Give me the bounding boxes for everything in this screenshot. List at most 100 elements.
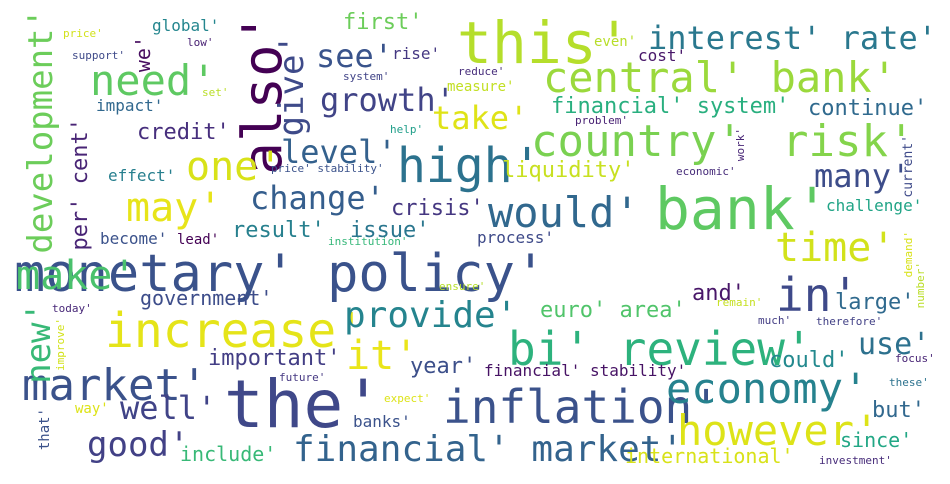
word-measure: measure' bbox=[447, 79, 515, 95]
word-good: good' bbox=[87, 425, 190, 465]
word-current: current' bbox=[901, 135, 916, 198]
word-important: important' bbox=[208, 346, 341, 371]
word-number: number' bbox=[914, 262, 927, 309]
word-economic: economic' bbox=[676, 165, 736, 178]
word-level: level' bbox=[281, 133, 397, 171]
word-crisis: crisis' bbox=[391, 196, 484, 221]
word-interest-rate: interest' rate' bbox=[648, 19, 937, 57]
word-banks: banks' bbox=[353, 412, 411, 431]
word-help: help' bbox=[390, 123, 424, 136]
word-but: but' bbox=[872, 398, 925, 423]
word-may: may' bbox=[126, 185, 223, 231]
word-country: country' bbox=[531, 116, 743, 167]
word-future: future' bbox=[279, 371, 326, 384]
word-per-cent: per' cent' bbox=[68, 118, 93, 251]
word-new: new' bbox=[19, 302, 59, 384]
word-however: however' bbox=[677, 406, 880, 455]
word-challenge: challenge' bbox=[826, 196, 923, 215]
word-financial-stability: financial' stability' bbox=[484, 361, 687, 380]
word-development: development' bbox=[21, 8, 61, 254]
word-central-bank: central' bank' bbox=[543, 53, 898, 102]
word-give: give' bbox=[272, 34, 312, 137]
word-financial-system: financial' system' bbox=[551, 94, 790, 119]
word-remain: remain' bbox=[716, 296, 763, 309]
word-reduce: reduce' bbox=[458, 65, 505, 78]
word-large: large' bbox=[835, 290, 915, 315]
word-use: use' bbox=[858, 327, 931, 362]
word-change: change' bbox=[250, 179, 385, 217]
word-expect: expect' bbox=[384, 392, 431, 405]
word-need: need' bbox=[90, 56, 217, 105]
word-well: well' bbox=[120, 389, 217, 427]
word-it: it' bbox=[346, 333, 419, 379]
word-set: set' bbox=[202, 86, 229, 99]
word-risk: risk' bbox=[782, 116, 915, 167]
word-issue: issue' bbox=[350, 218, 430, 243]
word-institution: institution' bbox=[328, 235, 408, 248]
word-low: low' bbox=[187, 36, 214, 49]
word-the: the' bbox=[224, 366, 383, 443]
word-today: today' bbox=[52, 302, 92, 315]
word-effect: effect' bbox=[108, 166, 176, 185]
word-first: first' bbox=[343, 10, 423, 35]
word-global: global' bbox=[152, 16, 220, 35]
word-international: international' bbox=[625, 444, 794, 468]
word-growth: growth' bbox=[320, 81, 455, 119]
word-price-stability: price' stability' bbox=[271, 162, 384, 175]
word-that: that' bbox=[37, 408, 53, 451]
word-provide: provide' bbox=[344, 295, 518, 336]
word-one: one' bbox=[186, 144, 283, 190]
word-many: many' bbox=[814, 157, 911, 195]
word-rise: rise' bbox=[392, 44, 441, 63]
word-become: become' bbox=[100, 229, 168, 248]
word-therefore: therefore' bbox=[816, 315, 883, 328]
word-make: make' bbox=[16, 253, 137, 299]
word-could: could' bbox=[769, 348, 849, 373]
word-in: in' bbox=[776, 268, 860, 322]
word-take: take' bbox=[432, 99, 529, 137]
word-market: market' bbox=[22, 360, 208, 411]
word-demand: demand' bbox=[902, 231, 915, 278]
word-support: support' bbox=[72, 49, 125, 62]
word-inflation: inflation' bbox=[443, 380, 720, 434]
word-cost: cost' bbox=[638, 46, 687, 65]
word-problem: problem' bbox=[575, 114, 628, 127]
word-system: system' bbox=[343, 70, 390, 83]
word-focus: focus' bbox=[895, 352, 935, 365]
word-continue: continue' bbox=[808, 96, 928, 121]
word-impact: impact' bbox=[96, 96, 164, 115]
word-would: would' bbox=[488, 188, 640, 237]
word-price: price' bbox=[63, 27, 103, 40]
word-euro-area: euro' area' bbox=[540, 298, 686, 323]
word-way: way' bbox=[75, 401, 109, 417]
word-increase: increase' bbox=[105, 303, 366, 359]
word-since: since' bbox=[840, 428, 913, 452]
word-monetary-policy: monetary' policy' bbox=[14, 244, 547, 304]
word-credit: credit' bbox=[137, 120, 230, 145]
word-work: work' bbox=[734, 128, 747, 162]
word-investment: investment' bbox=[819, 454, 892, 467]
word-process: process' bbox=[477, 228, 555, 247]
word-include: include' bbox=[180, 442, 277, 466]
word-lead: lead' bbox=[177, 232, 220, 248]
word-improve: improve' bbox=[54, 318, 67, 371]
word-government: government' bbox=[140, 286, 273, 310]
word-this: this' bbox=[457, 9, 632, 77]
word-and: and' bbox=[692, 281, 745, 306]
word-these: these' bbox=[889, 376, 929, 389]
word-bi-review: bi' review' bbox=[508, 322, 813, 376]
word-ensure: ensure' bbox=[439, 280, 486, 293]
word-time: time' bbox=[775, 225, 896, 271]
word-liquidity: liquidity' bbox=[502, 158, 635, 183]
word-high: high' bbox=[397, 138, 542, 194]
word-economy: economy' bbox=[666, 364, 869, 413]
word-we: we' bbox=[131, 36, 155, 73]
word-year: year' bbox=[410, 354, 477, 379]
word-much: much' bbox=[758, 314, 792, 327]
word-bank: bank' bbox=[655, 175, 830, 243]
word-even: even' bbox=[594, 34, 637, 50]
word-result: result' bbox=[232, 218, 325, 243]
word-financial-market: financial' market' bbox=[293, 429, 684, 470]
word-see: see' bbox=[316, 37, 394, 75]
